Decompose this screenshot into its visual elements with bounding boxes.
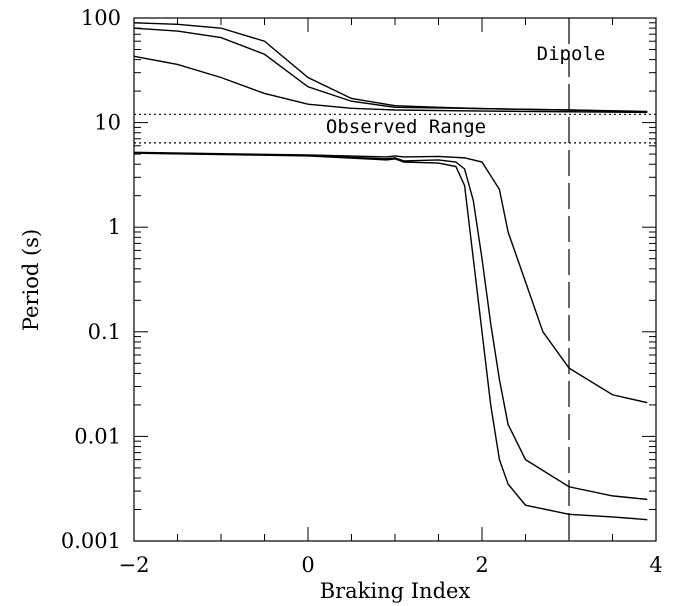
series-line-6 [133,152,648,521]
y-axis-label: Period (s) [19,229,43,331]
y-tick-label: 0.1 [88,320,121,344]
series-line-5 [133,152,648,501]
plot-frame [133,17,657,542]
x-tick-label: 0 [301,553,314,577]
y-tick-label: 100 [81,6,121,30]
x-tick-label: 2 [475,553,488,577]
y-tick-label: 0.01 [74,424,121,448]
x-tick-label: 4 [649,553,662,577]
y-tick-label: 10 [94,111,121,135]
series-line-4 [133,151,648,404]
y-tick-label: 1 [108,215,121,239]
x-tick-label: −2 [119,553,150,577]
y-tick-label: 0.001 [61,529,121,553]
x-axis-label: Braking Index [320,579,471,603]
observed-range-label: Observed Range [326,116,486,138]
dipole-label: Dipole [537,43,606,65]
series-line-3 [133,55,648,114]
series-line-2 [133,27,648,113]
